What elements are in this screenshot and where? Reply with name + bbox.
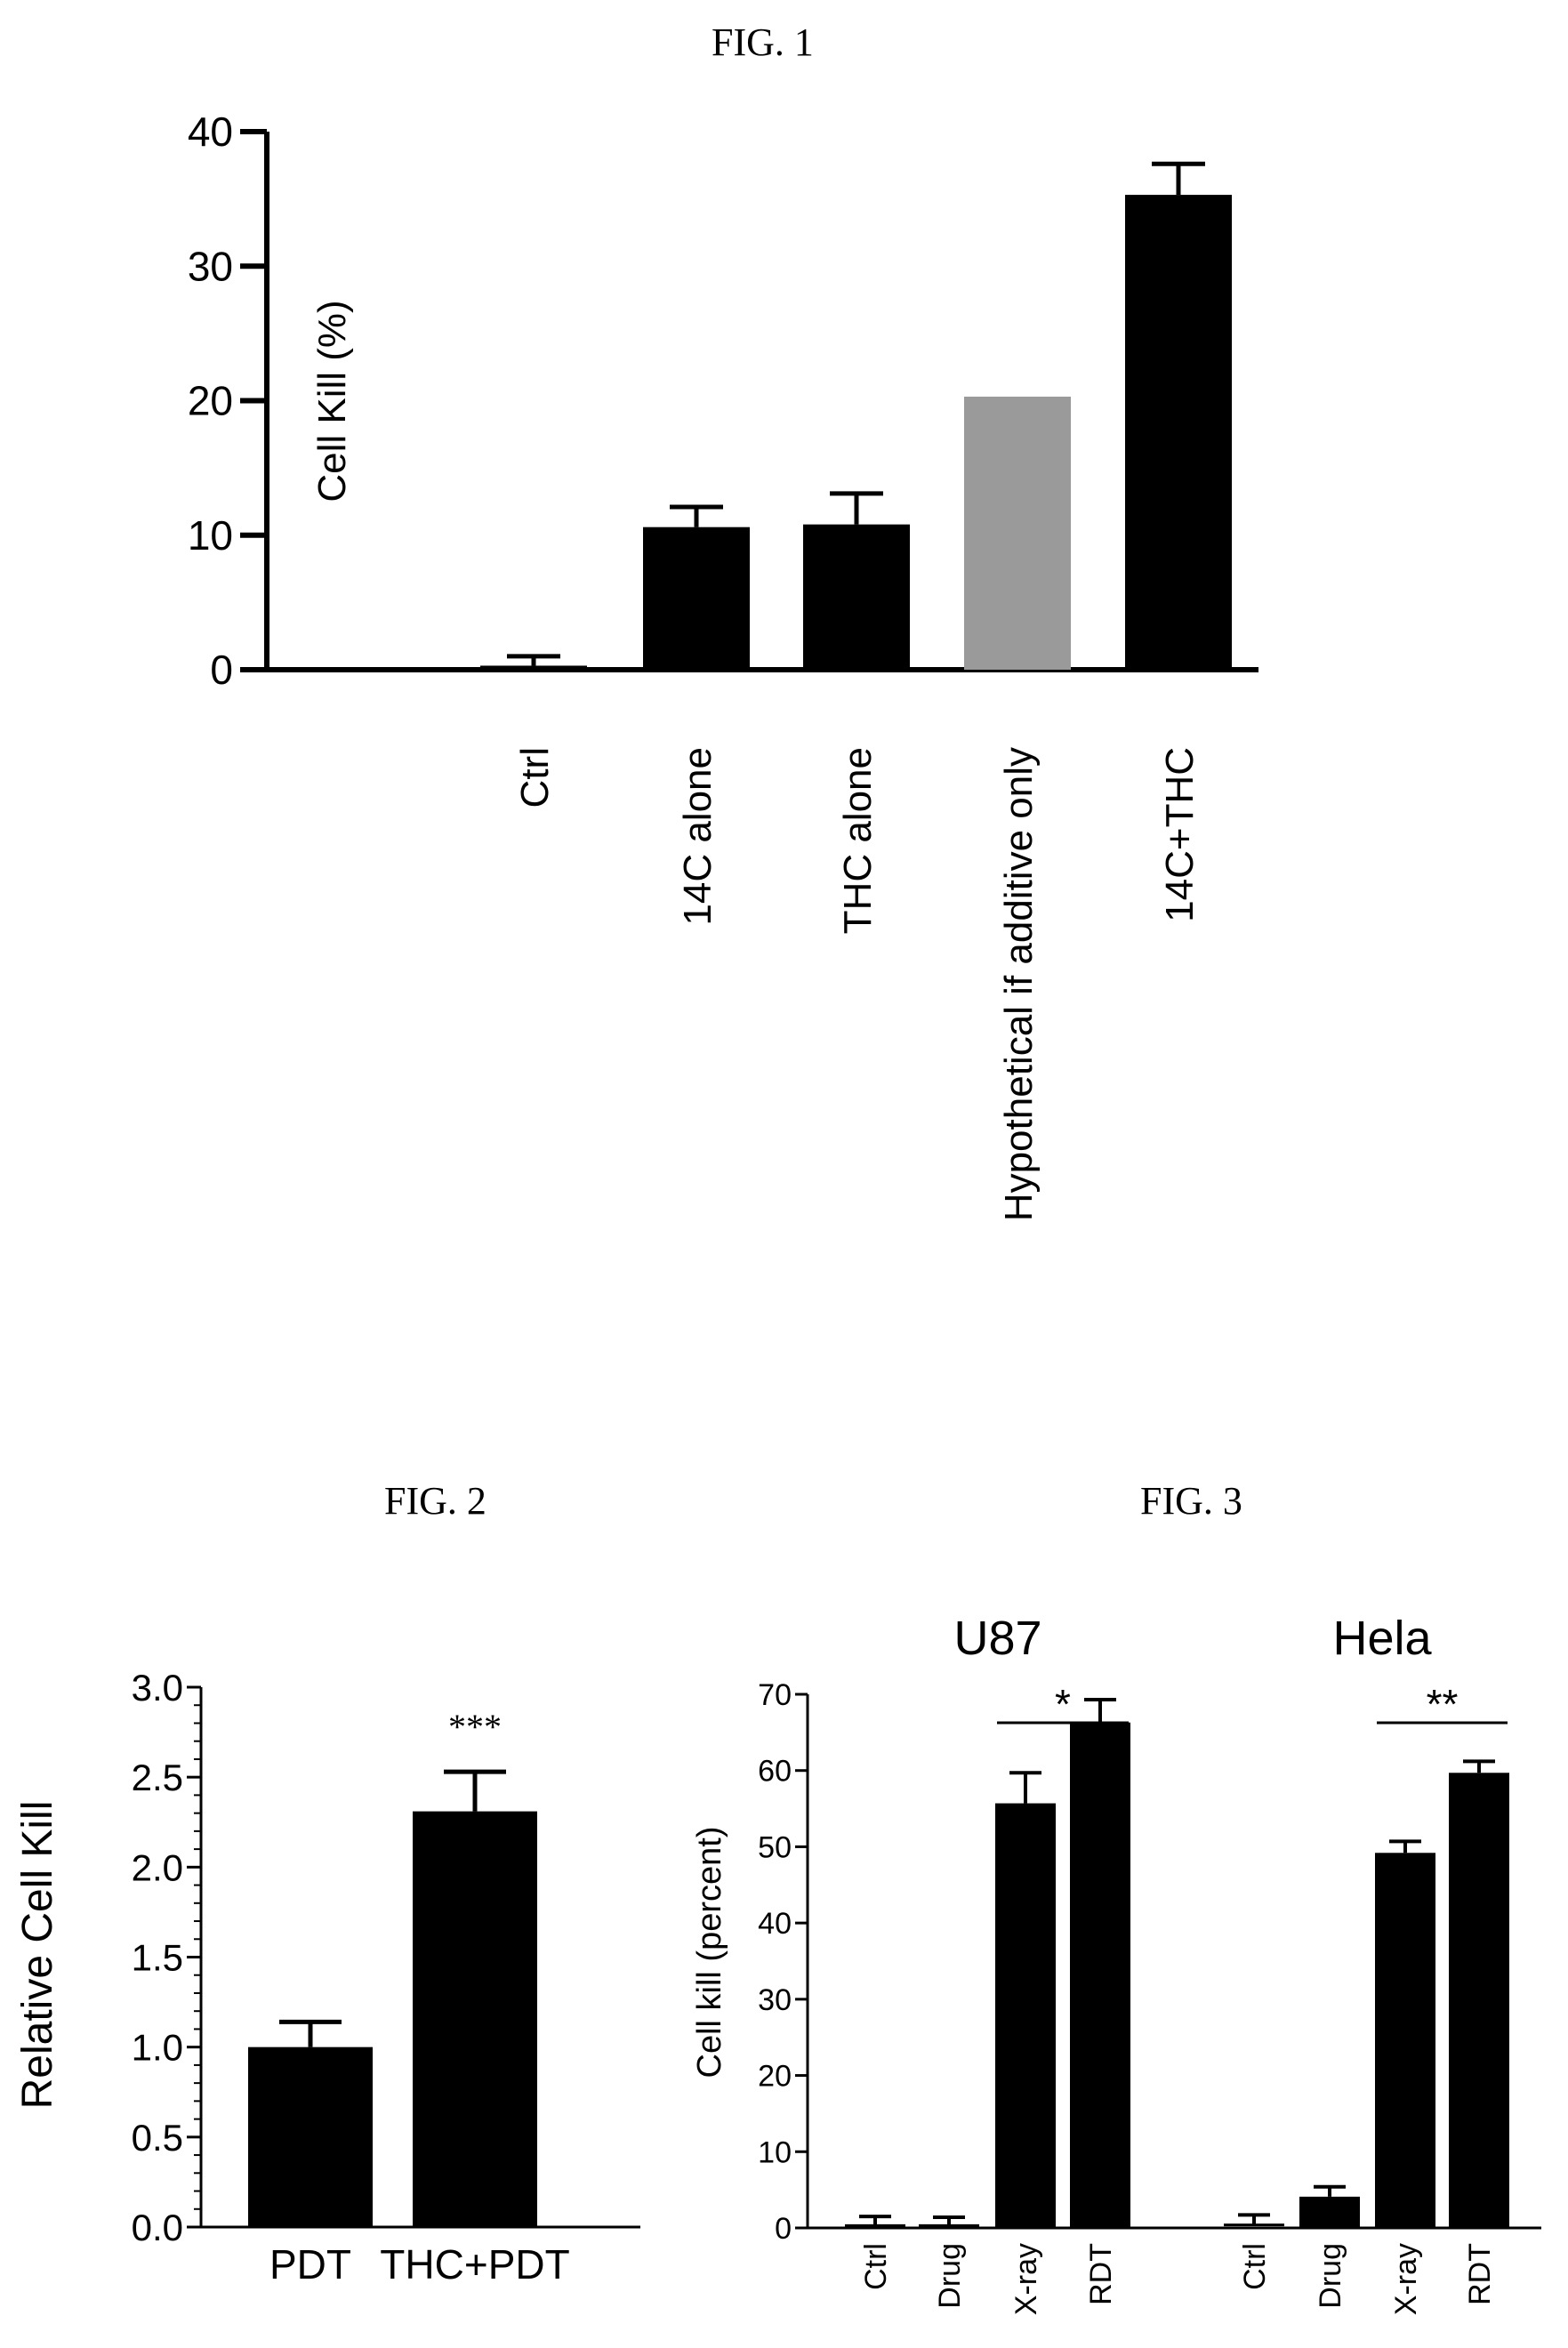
fig3-significance-label: **	[1427, 1681, 1459, 1727]
fig1-x-tick-label: Ctrl	[513, 747, 557, 808]
fig1-x-tick-label: 14C+THC	[1158, 747, 1202, 922]
fig3-y-tick-label: 20	[758, 2060, 792, 2094]
fig3-y-tick-label: 60	[758, 1755, 792, 1789]
fig2-title: FIG. 2	[384, 1479, 486, 1523]
fig2-chart: 0.0 0.5 1.0 1.5 2.0 2.5 3.0 Relative Cell Kill P…	[14, 1667, 640, 2288]
fig1-y-tick-label: 40	[188, 109, 233, 155]
fig3-group-title: U87	[953, 1612, 1041, 1665]
fig3-bar	[1449, 1773, 1509, 2228]
fig3-y-axis-title: Cell kill (percent)	[691, 1827, 728, 2079]
fig3-y-tick-label: 10	[758, 2135, 792, 2169]
fig2-y-tick-label: 1.0	[132, 2027, 183, 2069]
fig2-y-tick-label: 0.5	[132, 2117, 183, 2159]
fig1-y-tick-label: 30	[188, 243, 233, 289]
fig3-y-tick-label: 70	[758, 1678, 792, 1712]
fig2-y-tick-label: 3.0	[132, 1667, 183, 1709]
fig3-significance-label: *	[1055, 1681, 1071, 1727]
fig1-x-tick-label: THC alone	[836, 747, 880, 934]
fig1-title: FIG. 1	[712, 20, 814, 64]
fig2-y-tick-label: 1.5	[132, 1937, 183, 1979]
fig2-bar	[248, 2046, 373, 2227]
fig1-bar	[964, 396, 1071, 670]
fig1-bar	[480, 665, 587, 670]
fig2-x-tick-label: PDT	[269, 2241, 351, 2288]
fig3-y-tick-label: 0	[775, 2212, 792, 2246]
fig3-title: FIG. 3	[1140, 1479, 1242, 1523]
fig3-bar	[1070, 1722, 1130, 2228]
fig3-x-tick-label: RDT	[1463, 2243, 1497, 2305]
fig2-x-tick-label: THC+PDT	[380, 2241, 569, 2288]
fig3-bar	[1375, 1853, 1435, 2228]
fig2-y-tick-label: 2.5	[132, 1757, 183, 1798]
fig3-y-tick-label: 30	[758, 1983, 792, 2017]
fig1-y-axis-title: Cell Kill (%)	[310, 300, 354, 502]
fig1-bar	[1125, 195, 1232, 670]
fig3-chart: 0 10 20 30 40 50 60 70 Cell kill (percent) U87 Ctr…	[691, 1612, 1541, 2315]
fig3-x-tick-label: X-ray	[1389, 2243, 1423, 2315]
fig3-x-tick-label: Drug	[933, 2243, 967, 2309]
fig2-y-tick-label: 0.0	[132, 2207, 183, 2248]
fig3-group-title: Hela	[1332, 1612, 1432, 1665]
fig1-x-tick-label: 14C alone	[676, 747, 720, 926]
fig3-x-tick-label: Ctrl	[1238, 2243, 1272, 2290]
fig3-bar	[1299, 2196, 1360, 2228]
fig1-y-tick-label: 10	[188, 512, 233, 559]
fig2-bar	[413, 1811, 537, 2227]
fig3-x-tick-label: Ctrl	[859, 2243, 893, 2290]
fig1-y-tick-label: 0	[210, 647, 233, 693]
fig2-significance-label: ***	[448, 1707, 502, 1747]
fig1-bar	[803, 524, 910, 670]
fig2-y-tick-label: 2.0	[132, 1846, 183, 1888]
fig1-chart: 0 10 20 30 40 Cell Kill (%) Ctrl 14C alone THC a…	[188, 109, 1258, 1221]
fig1-bar	[643, 527, 750, 670]
fig3-bar	[995, 1803, 1056, 2228]
fig3-x-tick-label: RDT	[1084, 2243, 1118, 2305]
fig3-x-tick-label: Drug	[1314, 2243, 1347, 2309]
fig3-y-tick-label: 50	[758, 1830, 792, 1864]
fig1-x-tick-label: Hypothetical if additive only	[997, 747, 1041, 1221]
fig3-y-tick-label: 40	[758, 1907, 792, 1941]
fig1-y-tick-label: 20	[188, 378, 233, 424]
fig3-x-tick-label: X-ray	[1009, 2243, 1043, 2315]
fig2-y-axis-title: Relative Cell Kill	[14, 1801, 61, 2110]
